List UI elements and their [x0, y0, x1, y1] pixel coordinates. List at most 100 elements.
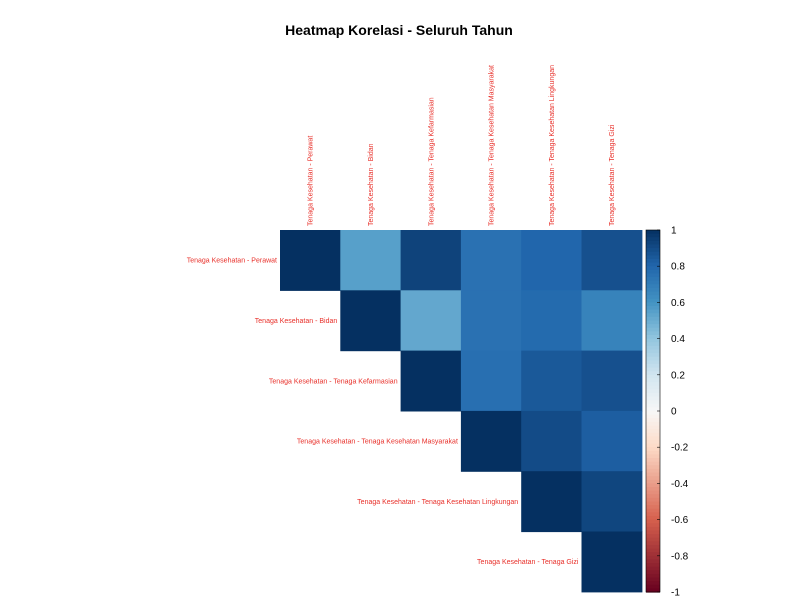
colorbar-segment — [646, 588, 660, 593]
colorbar-segment — [646, 382, 660, 387]
colorbar-segment — [646, 407, 660, 412]
colorbar-segment — [646, 468, 660, 474]
colorbar-tick-label: -0.4 — [671, 479, 689, 490]
colorbar-segment — [646, 349, 660, 354]
colorbar-segment — [646, 508, 660, 513]
colorbar-segment — [646, 251, 660, 256]
colorbar-segment — [646, 425, 660, 430]
colorbar-segment — [646, 523, 660, 528]
heatmap-cell-r2-c4 — [460, 290, 522, 352]
colorbar-segment — [646, 411, 660, 416]
colorbar-segment — [646, 403, 660, 408]
heatmap-cell-r1-c2 — [340, 230, 402, 291]
colorbar-segment — [646, 302, 660, 307]
colorbar-segment — [646, 309, 660, 314]
colorbar-segment — [646, 487, 660, 492]
column-label-6: Tenaga Kesehatan - Tenaga Gizi — [609, 124, 616, 226]
colorbar-segment — [646, 269, 660, 275]
column-label-5: Tenaga Kesehatan - Tenaga Kesehatan Ling… — [549, 65, 556, 226]
colorbar-segment — [646, 230, 660, 235]
heatmap-cell-r6-c6 — [581, 531, 643, 593]
colorbar-segment — [646, 378, 660, 383]
colorbar-segment — [646, 363, 660, 369]
colorbar-tick-label: 0.4 — [671, 334, 685, 345]
colorbar-segment — [646, 418, 660, 423]
colorbar-segment — [646, 313, 660, 318]
colorbar-segment — [646, 284, 660, 289]
heatmap-cell-r2-c6 — [581, 290, 643, 352]
heatmap-cell-r3-c3 — [400, 350, 462, 412]
colorbar-segment — [646, 258, 660, 264]
colorbar-segment — [646, 472, 660, 477]
colorbar-segment — [646, 266, 660, 271]
heatmap-cell-r1-c5 — [521, 230, 583, 291]
colorbar-segment — [646, 570, 660, 575]
colorbar-segment — [646, 555, 660, 561]
heatmap-cell-r3-c4 — [460, 350, 522, 412]
colorbar-segment — [646, 563, 660, 568]
colorbar: 1 0.8 0.6 0.4 0.2 0 -0.2 -0.4 -0.6 -0.8 -1 — [645, 226, 689, 599]
heatmap-cell-r4-c6 — [581, 410, 643, 472]
colorbar-segment — [646, 345, 660, 351]
row-label-5: Tenaga Kesehatan - Tenaga Kesehatan Ling… — [357, 499, 518, 506]
colorbar-segment — [646, 400, 660, 405]
colorbar-segment — [646, 295, 660, 300]
colorbar-segment — [646, 436, 660, 441]
colorbar-segment — [646, 458, 660, 463]
colorbar-segment — [646, 280, 660, 285]
heatmap-cell-r1-c3 — [400, 230, 462, 291]
colorbar-tick-label: -0.8 — [671, 551, 689, 562]
heatmap-cell-r5-c6 — [581, 471, 643, 533]
colorbar-segment — [646, 429, 660, 434]
colorbar-segment — [646, 476, 660, 481]
colorbar-segment — [646, 566, 660, 571]
colorbar-segment — [646, 573, 660, 579]
colorbar-segment — [646, 240, 660, 246]
colorbar-segment — [646, 552, 660, 557]
colorbar-segment — [646, 494, 660, 499]
colorbar-segment — [646, 479, 660, 484]
colorbar-tick-label: 0.8 — [671, 262, 685, 273]
row-label-6: Tenaga Kesehatan - Tenaga Gizi — [477, 559, 579, 566]
heatmap-cell-r5-c5 — [521, 471, 583, 533]
colorbar-segment — [646, 306, 660, 311]
colorbar-segment — [646, 501, 660, 506]
colorbar-segment — [646, 541, 660, 546]
colorbar-segment — [646, 291, 660, 296]
heatmap-cell-r1-c4 — [460, 230, 522, 291]
colorbar-segment — [646, 244, 660, 249]
colorbar-segment — [646, 432, 660, 437]
colorbar-tick-label: 0.2 — [671, 370, 685, 381]
row-label-4: Tenaga Kesehatan - Tenaga Kesehatan Masy… — [297, 439, 458, 446]
colorbar-segment — [646, 439, 660, 445]
colorbar-segment — [646, 490, 660, 495]
colorbar-segment — [646, 512, 660, 517]
colorbar-segment — [646, 534, 660, 539]
colorbar-segment — [646, 248, 660, 253]
heatmap-cell-r4-c4 — [460, 410, 522, 472]
colorbar-segment — [646, 461, 660, 466]
colorbar-segment — [646, 483, 660, 488]
colorbar-segment — [646, 342, 660, 347]
colorbar-segment — [646, 356, 660, 361]
colorbar-segment — [646, 526, 660, 532]
colorbar-segment — [646, 367, 660, 372]
colorbar-segment — [646, 581, 660, 586]
colorbar-segment — [646, 287, 660, 293]
heatmap-cell-r3-c6 — [581, 350, 643, 412]
heatmap-cell-r1-c1 — [280, 230, 341, 291]
colorbar-tick-label: -0.6 — [671, 515, 689, 526]
column-label-3: Tenaga Kesehatan - Tenaga Kefarmasian — [428, 97, 435, 226]
column-labels: Tenaga Kesehatan - Perawat Tenaga Kesehat… — [308, 65, 617, 226]
colorbar-segment — [646, 237, 660, 242]
colorbar-segment — [646, 584, 660, 589]
heatmap-cell-r1-c6 — [581, 230, 643, 291]
colorbar-segment — [646, 385, 660, 390]
colorbar-segment — [646, 454, 660, 459]
colorbar-segment — [646, 530, 660, 535]
colorbar-segment — [646, 334, 660, 340]
colorbar-segment — [646, 414, 660, 419]
colorbar-segment — [646, 233, 660, 238]
column-label-1: Tenaga Kesehatan - Perawat — [308, 136, 315, 226]
